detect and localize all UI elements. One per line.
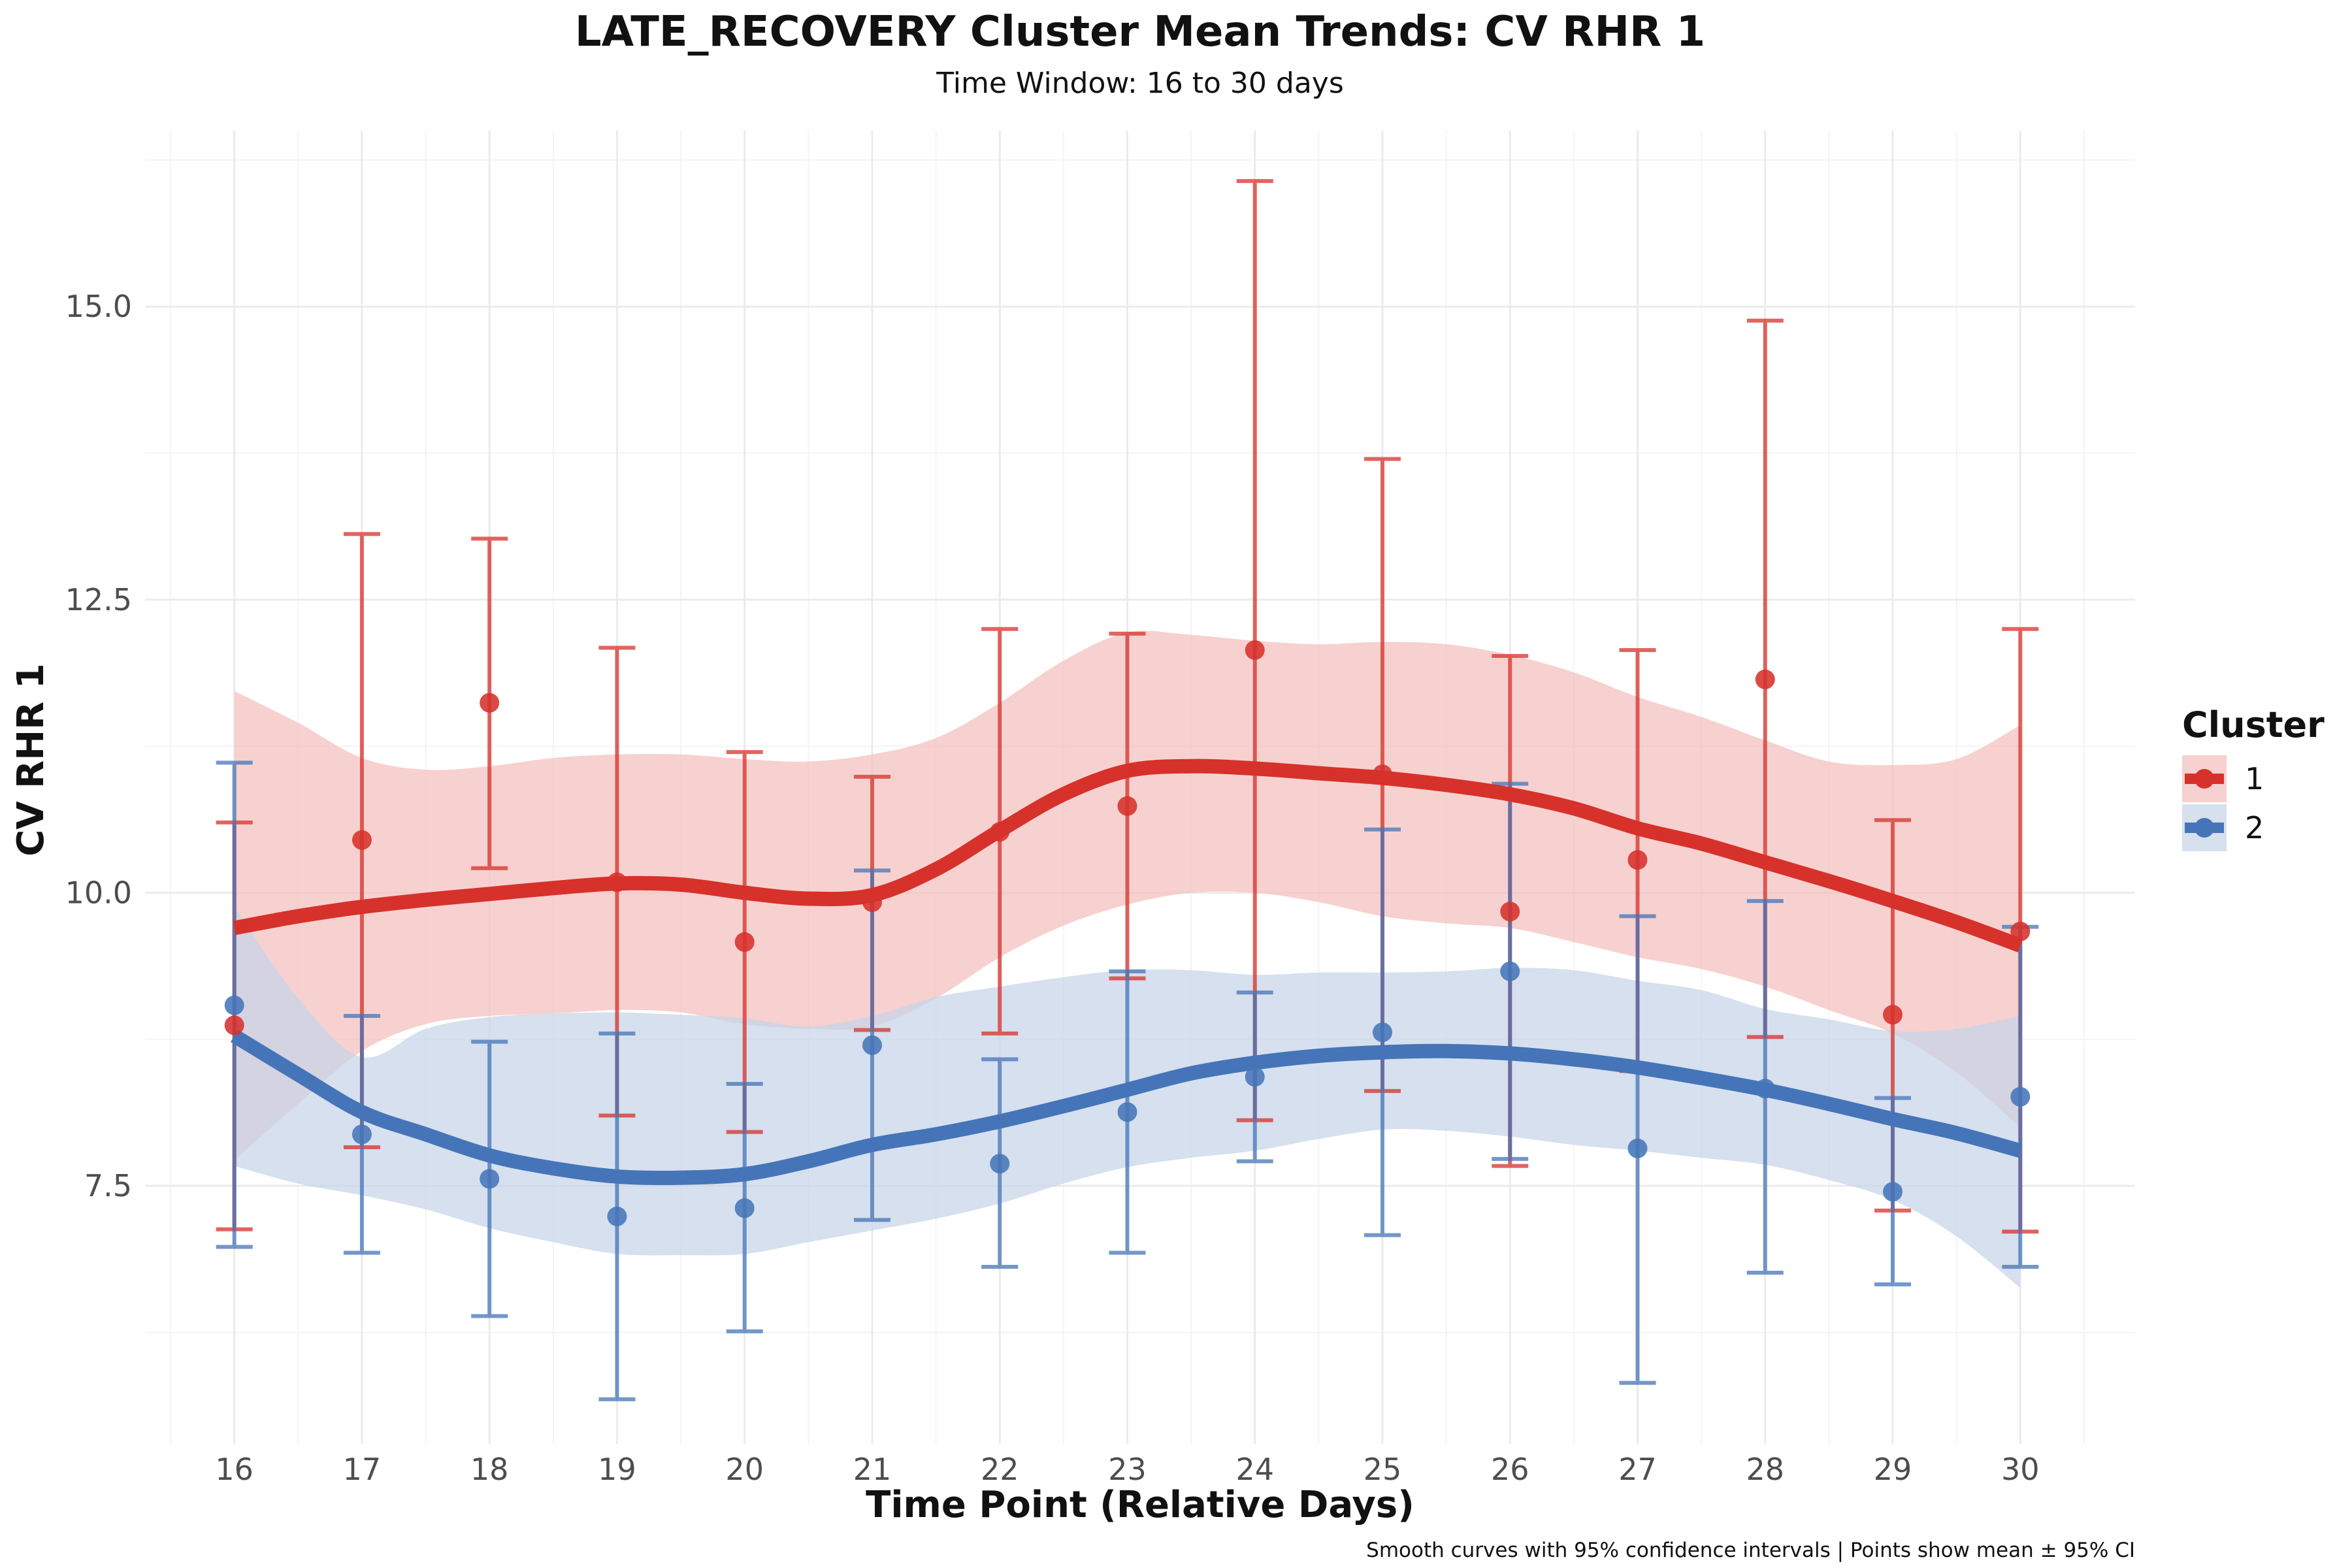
cluster-2-mean-point [351,1124,372,1145]
cluster-1-mean-point [1755,669,1775,689]
smooth-curves [231,759,2023,1185]
x-tick-label: 24 [1235,1452,1274,1487]
x-tick-label: 20 [725,1452,764,1487]
legend-label: 1 [2245,761,2264,796]
cluster-2-mean-point [2010,1086,2031,1107]
cluster-1-mean-point [351,830,372,850]
cluster-1-mean-point [734,932,755,952]
cluster-1-mean-point [224,1015,244,1036]
cluster-1-mean-point [1372,764,1392,785]
legend-key-point [2195,818,2214,838]
x-tick-label: 28 [1746,1452,1784,1487]
cluster-2-mean-point [607,1206,627,1226]
cluster-2-mean-point [480,1169,500,1189]
x-tick-label: 29 [1874,1452,1912,1487]
mean-points [224,640,2031,1226]
cluster-1-mean-point [1883,1005,1903,1025]
x-axis-ticks: 16 17 18 19 20 21 22 23 24 25 26 27 28 29 30 [215,1452,2039,1487]
chart-caption: Smooth curves with 95% confidence interv… [1366,1539,2135,1562]
x-axis-title: Time Point (Relative Days) [866,1484,1414,1526]
cluster-2-mean-point [1500,961,1520,981]
x-tick-label: 26 [1491,1452,1529,1487]
cluster-2-mean-point [1245,1067,1265,1087]
y-tick-label: 7.5 [84,1168,132,1203]
x-tick-label: 18 [470,1452,509,1487]
cluster-1-mean-point [862,892,882,912]
cluster-1-mean-point [990,822,1010,842]
x-tick-label: 19 [598,1452,636,1487]
cluster-2-mean-point [990,1154,1010,1174]
x-tick-label: 23 [1108,1452,1147,1487]
legend: Cluster 1 2 [2182,704,2325,851]
x-tick-label: 21 [853,1452,892,1487]
cluster-1-mean-point [607,872,627,892]
y-axis-title: CV RHR 1 [10,663,52,857]
chart-subtitle: Time Window: 16 to 30 days [936,67,1344,100]
y-axis-ticks: 7.5 10.0 12.5 15.0 [65,289,132,1203]
cluster-1-smooth-line [233,759,2023,953]
cluster-2-smooth-line [231,1030,2023,1185]
y-tick-label: 12.5 [65,582,132,617]
y-tick-label: 10.0 [65,875,132,911]
legend-label: 2 [2245,810,2264,845]
cluster-1-mean-point [1500,902,1520,922]
x-tick-label: 22 [981,1452,1019,1487]
cluster-2-mean-point [1117,1102,1137,1122]
cluster-1-mean-point [480,693,500,713]
legend-item-cluster-1: 1 [2182,755,2264,802]
cluster-2-mean-point [734,1198,755,1218]
cluster-2-mean-point [862,1035,882,1055]
cluster-2-mean-point [224,995,244,1015]
legend-item-cluster-2: 2 [2182,804,2264,851]
legend-key-point [2195,769,2214,789]
cluster-1-mean-point [1245,640,1265,661]
cluster-2-mean-point [1372,1022,1392,1043]
cluster-2-mean-point [1627,1138,1648,1158]
x-tick-label: 30 [2001,1452,2040,1487]
cluster-2-mean-point [1755,1079,1775,1099]
cluster-1-mean-point [1117,796,1137,816]
chart-title: LATE_RECOVERY Cluster Mean Trends: CV RH… [575,8,1705,56]
x-tick-label: 17 [343,1452,382,1487]
x-tick-label: 16 [215,1452,253,1487]
x-tick-label: 25 [1364,1452,1402,1487]
cluster-2-mean-point [1883,1182,1903,1202]
x-tick-label: 27 [1618,1452,1657,1487]
y-tick-label: 15.0 [65,289,132,324]
cluster-1-mean-point [1627,850,1648,870]
legend-title: Cluster [2182,704,2325,745]
cluster-1-mean-point [2010,921,2031,941]
